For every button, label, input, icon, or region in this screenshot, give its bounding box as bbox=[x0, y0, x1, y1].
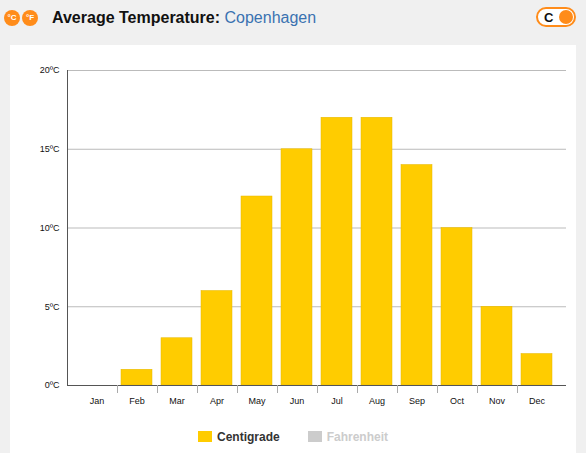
svg-text:Mar: Mar bbox=[169, 396, 185, 406]
svg-text:10ºC: 10ºC bbox=[40, 223, 60, 233]
svg-text:20ºC: 20ºC bbox=[40, 65, 60, 75]
svg-text:15ºC: 15ºC bbox=[40, 144, 60, 154]
svg-text:Jul: Jul bbox=[331, 396, 343, 406]
svg-text:May: May bbox=[248, 396, 266, 406]
html-text:C: C bbox=[544, 10, 554, 25]
svg-text:Oct: Oct bbox=[450, 396, 465, 406]
svg-text:Aug: Aug bbox=[369, 396, 385, 406]
html-text:°C: °C bbox=[7, 13, 17, 22]
svg-text:Feb: Feb bbox=[129, 396, 145, 406]
svg-text:Nov: Nov bbox=[489, 396, 506, 406]
html-text:°F: °F bbox=[26, 13, 34, 22]
html-text:Fahrenheit: Fahrenheit bbox=[326, 430, 388, 444]
html-text:Centigrade: Centigrade bbox=[217, 430, 280, 444]
svg-text:5ºC: 5ºC bbox=[45, 302, 60, 312]
svg-text:0ºC: 0ºC bbox=[45, 380, 60, 390]
svg-text:Jun: Jun bbox=[290, 396, 305, 406]
html-text:Average Temperature: Copenhage: Average Temperature: Copenhagen bbox=[52, 9, 317, 26]
svg-text:Apr: Apr bbox=[210, 396, 224, 406]
svg-text:Sep: Sep bbox=[409, 396, 425, 406]
svg-text:Jan: Jan bbox=[90, 396, 105, 406]
svg-text:Dec: Dec bbox=[529, 396, 546, 406]
